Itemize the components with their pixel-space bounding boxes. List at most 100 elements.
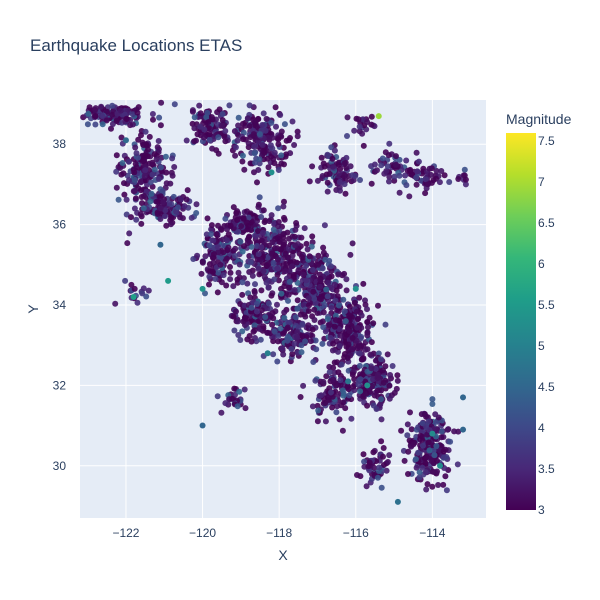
data-point xyxy=(209,268,216,275)
data-point xyxy=(128,214,134,221)
data-point xyxy=(155,138,162,144)
data-point xyxy=(247,259,254,266)
data-point xyxy=(132,195,139,202)
data-point xyxy=(155,176,162,182)
data-point xyxy=(306,253,313,260)
data-point xyxy=(248,304,255,311)
data-point xyxy=(436,179,443,186)
data-point xyxy=(215,150,222,157)
data-point xyxy=(380,453,386,460)
data-point xyxy=(280,330,287,337)
data-point xyxy=(284,324,291,331)
data-point xyxy=(157,164,164,171)
data-point xyxy=(222,138,229,145)
data-point xyxy=(344,133,350,139)
data-point xyxy=(344,355,351,361)
data-point xyxy=(451,428,458,435)
data-point xyxy=(269,239,276,246)
data-point xyxy=(326,369,333,376)
data-point xyxy=(255,204,262,210)
data-point xyxy=(258,307,265,314)
data-point xyxy=(230,283,237,290)
data-point xyxy=(275,167,282,173)
data-point xyxy=(299,254,305,260)
data-point xyxy=(348,415,355,422)
data-point xyxy=(364,319,371,325)
data-point xyxy=(370,449,377,456)
data-point xyxy=(265,284,272,291)
data-point xyxy=(368,113,375,120)
data-point xyxy=(460,426,467,433)
y-tick-label: 36 xyxy=(53,218,67,232)
x-tick-label: −116 xyxy=(343,526,369,540)
data-point xyxy=(292,314,299,321)
data-point xyxy=(331,147,338,154)
data-point xyxy=(240,136,247,143)
data-point xyxy=(84,121,91,128)
data-point xyxy=(413,149,420,156)
data-point xyxy=(132,144,139,151)
data-point xyxy=(125,158,132,165)
data-point xyxy=(419,464,426,471)
data-point xyxy=(220,242,227,249)
data-point xyxy=(263,115,270,122)
data-point xyxy=(191,125,198,132)
data-point xyxy=(208,114,215,121)
data-point xyxy=(422,469,429,476)
data-point xyxy=(374,387,381,394)
data-point xyxy=(148,190,155,197)
data-point xyxy=(109,111,116,118)
data-point xyxy=(126,177,132,184)
data-point xyxy=(417,432,424,439)
data-point xyxy=(326,257,333,264)
data-point xyxy=(294,128,301,135)
data-point xyxy=(299,333,306,340)
data-point xyxy=(251,169,257,176)
data-point xyxy=(200,134,207,141)
data-point xyxy=(123,211,130,218)
data-point xyxy=(235,114,242,121)
data-point xyxy=(210,251,217,257)
data-point xyxy=(263,262,270,269)
data-point xyxy=(251,327,258,334)
data-point xyxy=(232,152,239,159)
data-point xyxy=(370,320,377,327)
data-point xyxy=(239,279,246,286)
data-point xyxy=(289,252,296,259)
data-point xyxy=(286,235,292,242)
data-point xyxy=(149,171,156,178)
data-point xyxy=(112,300,119,307)
data-point xyxy=(135,104,142,111)
data-point xyxy=(272,104,279,111)
data-point xyxy=(239,291,246,298)
data-point xyxy=(355,116,362,123)
data-point xyxy=(344,382,351,389)
data-point xyxy=(268,212,275,219)
data-point xyxy=(270,259,277,266)
data-point xyxy=(307,338,314,345)
data-point xyxy=(202,253,209,260)
data-point xyxy=(416,469,423,476)
data-point xyxy=(122,137,129,144)
data-point xyxy=(423,486,430,493)
data-point xyxy=(289,118,296,125)
data-point xyxy=(337,332,344,339)
data-point xyxy=(235,318,241,325)
data-point xyxy=(306,302,312,309)
data-point xyxy=(349,240,356,247)
data-point xyxy=(443,487,450,494)
x-tick-label: −122 xyxy=(112,526,139,540)
data-point xyxy=(131,169,138,176)
data-point xyxy=(242,405,249,412)
data-point xyxy=(325,275,332,282)
data-point xyxy=(349,335,356,341)
data-point xyxy=(243,315,250,322)
data-point xyxy=(223,282,230,289)
data-point xyxy=(378,396,385,403)
data-point xyxy=(424,481,431,488)
data-point xyxy=(323,373,330,380)
x-tick-labels: −122 −120 −118 −116 −114 xyxy=(112,526,445,540)
data-point xyxy=(309,163,316,170)
data-point xyxy=(113,152,120,159)
data-point xyxy=(438,168,445,174)
